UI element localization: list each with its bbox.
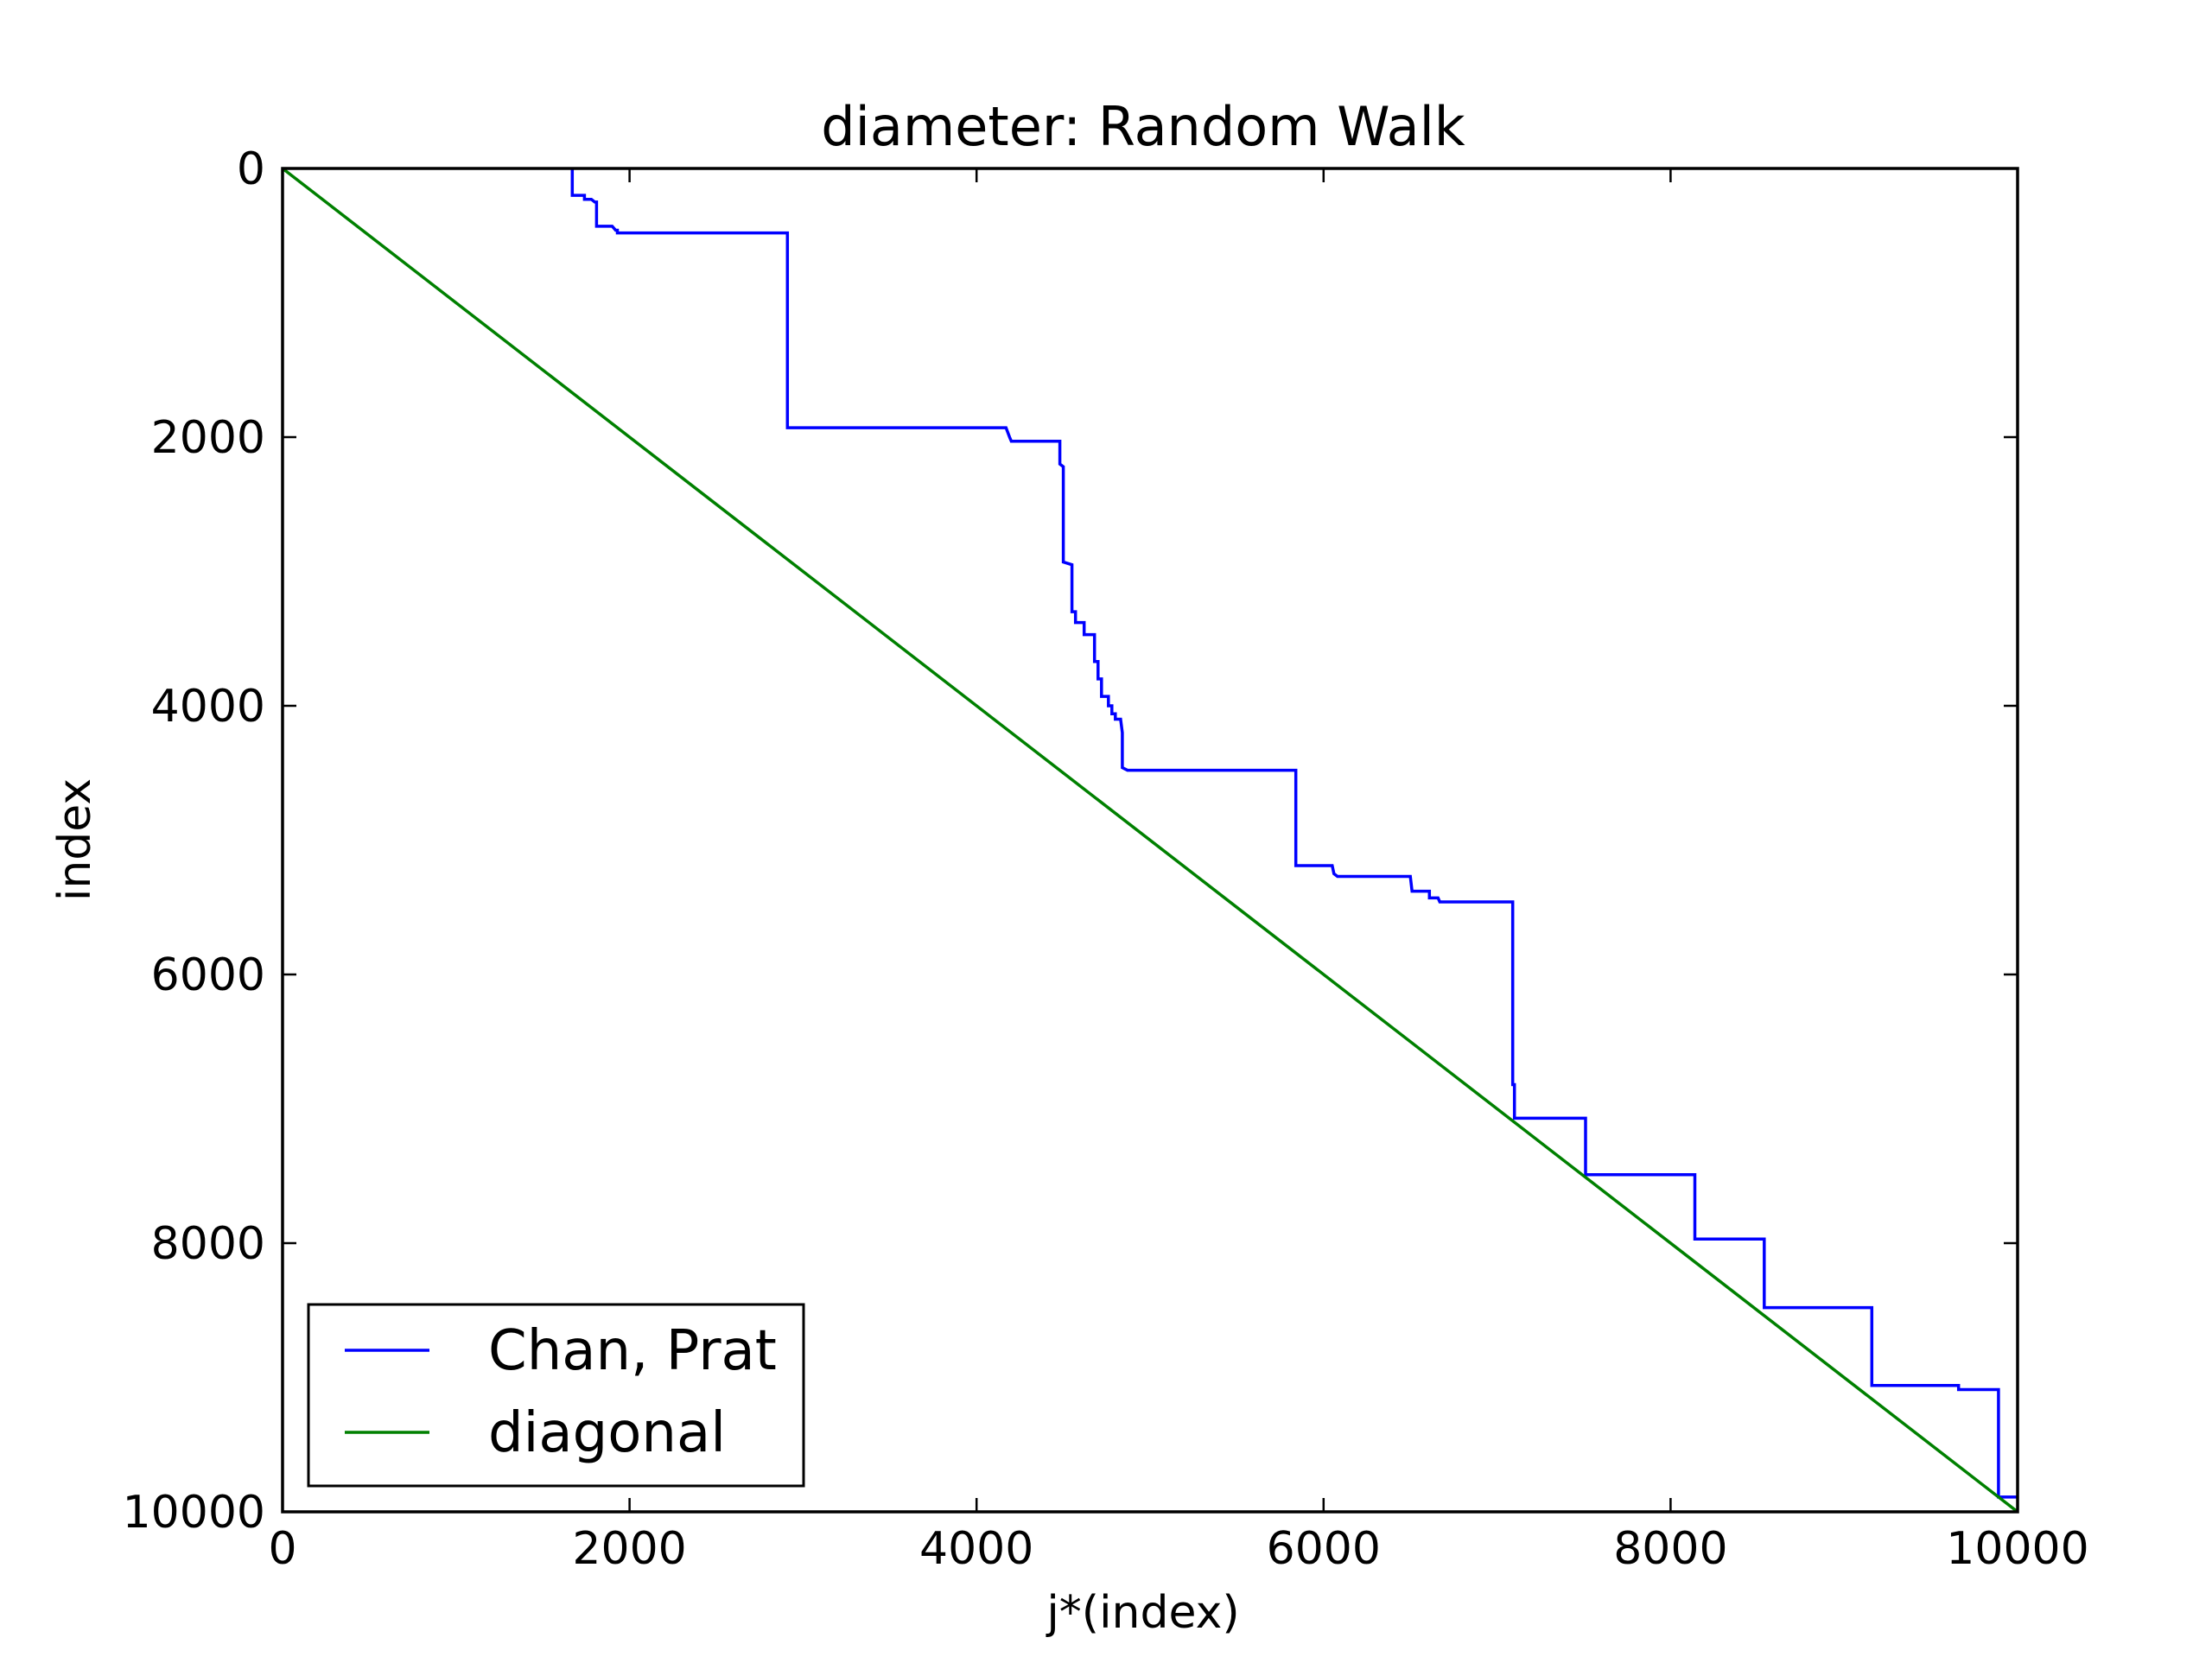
y-tick-label: 6000 [151,949,265,1001]
x-tick-label: 4000 [919,1523,1033,1575]
x-tick-label: 2000 [572,1523,686,1575]
chart-title: diameter: Random Walk [821,95,1465,158]
y-tick-label: 2000 [151,412,265,464]
y-tick-label: 8000 [151,1218,265,1270]
x-tick-label: 0 [268,1523,296,1575]
plot-area [281,167,2019,1514]
legend: Chan, Prat diagonal [307,1303,805,1488]
x-tick-label: 6000 [1267,1523,1381,1575]
x-tick-label: 8000 [1613,1523,1727,1575]
legend-box [307,1303,805,1488]
x-tick-label: 10000 [1946,1523,2088,1575]
axis-ticks: 0 2000 4000 6000 8000 10000020004000600080001… [123,143,2089,1575]
legend-label: diagonal [488,1401,726,1465]
x-axis-label: j*(index) [1046,1587,1239,1639]
legend-label: Chan, Prat [488,1319,777,1383]
plot-frame [281,167,2019,1514]
y-axis-label: index [49,778,101,901]
y-tick-label: 4000 [151,681,265,733]
series-line-chan-prat [570,168,2018,1499]
y-tick-label: 10000 [123,1487,265,1539]
series-line-diagonal [281,167,2019,1514]
y-tick-label: 0 [237,143,265,195]
